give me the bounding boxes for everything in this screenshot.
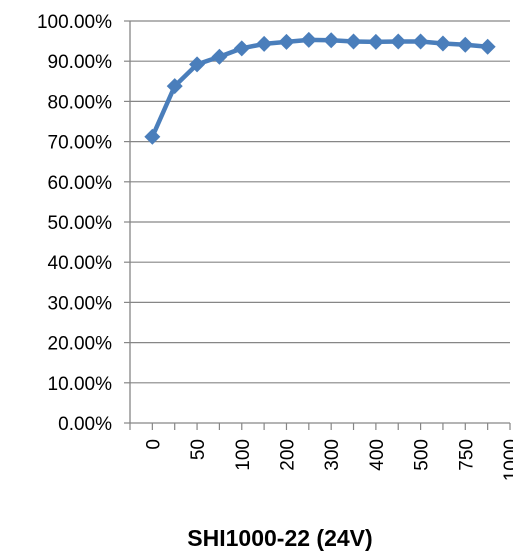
y-tick-label: 100.00% (37, 12, 112, 33)
x-tick-label: 50 (188, 439, 209, 460)
y-axis-ticks: 0.00% 10.00% 20.00% 30.00% 40.00% 50.00% 60.00… (37, 12, 130, 435)
data-point (233, 40, 250, 57)
x-tick-label: 0 (143, 439, 164, 450)
x-tick-label: 400 (367, 439, 388, 471)
x-tick-label: 500 (412, 439, 433, 471)
data-point (189, 56, 206, 73)
x-tick-label: 300 (322, 439, 343, 471)
series-line (150, 37, 488, 138)
x-axis-ticks: 0 50 100 200 300 400 500 750 1000 (129, 423, 513, 481)
data-point (323, 32, 340, 49)
y-tick-label: 60.00% (48, 173, 113, 194)
y-tick-label: 0.00% (58, 414, 112, 435)
gridlines (130, 20, 510, 384)
y-tick-label: 70.00% (48, 133, 113, 154)
y-tick-label: 40.00% (48, 253, 113, 274)
x-tick-label: 200 (277, 439, 298, 471)
y-tick-label: 20.00% (48, 334, 113, 355)
y-tick-label: 10.00% (48, 374, 113, 395)
y-tick-label: 80.00% (48, 92, 113, 113)
chart-title: SHI1000-22 (24V) (187, 525, 372, 551)
data-point (434, 35, 451, 52)
x-tick-label: 1000 (501, 439, 513, 481)
data-point (345, 33, 362, 50)
y-tick-label: 50.00% (48, 213, 113, 234)
series-efficiency (144, 31, 496, 145)
data-point (390, 33, 407, 50)
y-tick-label: 90.00% (48, 52, 113, 73)
data-point (457, 36, 474, 53)
data-point (367, 33, 384, 50)
data-point (412, 33, 429, 50)
data-point (278, 33, 295, 50)
data-point (166, 78, 183, 95)
x-tick-label: 100 (233, 439, 254, 471)
y-tick-label: 30.00% (48, 293, 113, 314)
data-point (144, 128, 161, 145)
data-point (300, 31, 317, 48)
data-point (211, 48, 228, 65)
data-point (256, 35, 273, 52)
x-tick-label: 750 (456, 439, 477, 471)
data-point (479, 38, 496, 55)
